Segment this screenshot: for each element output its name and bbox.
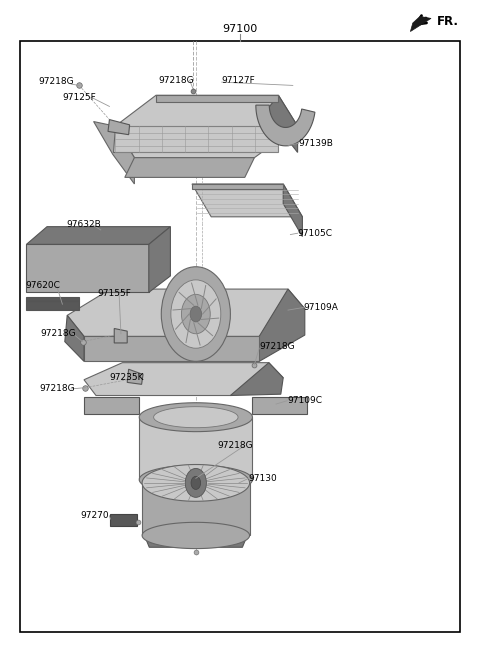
Polygon shape — [139, 417, 252, 480]
Polygon shape — [142, 464, 250, 501]
Text: 97125F: 97125F — [62, 93, 96, 102]
Circle shape — [171, 280, 221, 348]
Polygon shape — [84, 363, 283, 396]
Polygon shape — [110, 514, 137, 526]
Polygon shape — [154, 407, 238, 428]
Text: 97127F: 97127F — [222, 76, 255, 85]
Text: 97218G: 97218G — [217, 441, 252, 450]
Text: 97105C: 97105C — [298, 229, 333, 238]
Text: 97218G: 97218G — [158, 76, 194, 85]
Polygon shape — [192, 184, 283, 189]
Polygon shape — [139, 403, 252, 432]
Polygon shape — [114, 328, 127, 343]
Text: FR.: FR. — [437, 14, 459, 28]
Polygon shape — [125, 158, 254, 177]
Polygon shape — [115, 95, 298, 158]
Text: 97218G: 97218G — [38, 77, 74, 86]
Text: 97218G: 97218G — [259, 342, 295, 351]
Text: 97620C: 97620C — [25, 281, 60, 290]
Text: 97100: 97100 — [222, 24, 258, 34]
Text: 97130: 97130 — [249, 474, 277, 483]
Circle shape — [190, 306, 202, 322]
Polygon shape — [108, 120, 130, 135]
Text: 97139B: 97139B — [299, 139, 334, 148]
Polygon shape — [67, 289, 305, 336]
Polygon shape — [84, 397, 139, 414]
Polygon shape — [259, 95, 298, 152]
Polygon shape — [230, 363, 283, 396]
Polygon shape — [113, 126, 278, 152]
Polygon shape — [256, 105, 315, 146]
Circle shape — [161, 267, 230, 361]
Polygon shape — [142, 522, 250, 549]
Polygon shape — [410, 16, 431, 32]
Polygon shape — [127, 369, 143, 384]
Polygon shape — [156, 95, 278, 102]
Polygon shape — [65, 315, 84, 361]
Circle shape — [181, 294, 210, 334]
Polygon shape — [84, 336, 259, 361]
Text: 97218G: 97218G — [41, 329, 76, 338]
Polygon shape — [252, 397, 307, 414]
Text: 97218G: 97218G — [39, 384, 75, 394]
Polygon shape — [94, 122, 134, 184]
Text: 97109C: 97109C — [287, 396, 322, 405]
Text: 97109A: 97109A — [303, 303, 338, 312]
Polygon shape — [259, 289, 305, 361]
Polygon shape — [139, 465, 252, 494]
Polygon shape — [149, 227, 170, 292]
Polygon shape — [26, 301, 79, 310]
Polygon shape — [142, 483, 250, 535]
Polygon shape — [283, 184, 302, 237]
Text: 97632B: 97632B — [66, 220, 101, 229]
Polygon shape — [192, 184, 302, 217]
Text: 97155F: 97155F — [97, 288, 131, 298]
Circle shape — [185, 468, 206, 497]
Polygon shape — [26, 244, 149, 292]
Polygon shape — [144, 535, 247, 547]
Text: 97235K: 97235K — [109, 373, 144, 382]
Text: 97270: 97270 — [81, 511, 109, 520]
Polygon shape — [26, 227, 170, 244]
Polygon shape — [26, 297, 79, 301]
Circle shape — [191, 476, 201, 489]
